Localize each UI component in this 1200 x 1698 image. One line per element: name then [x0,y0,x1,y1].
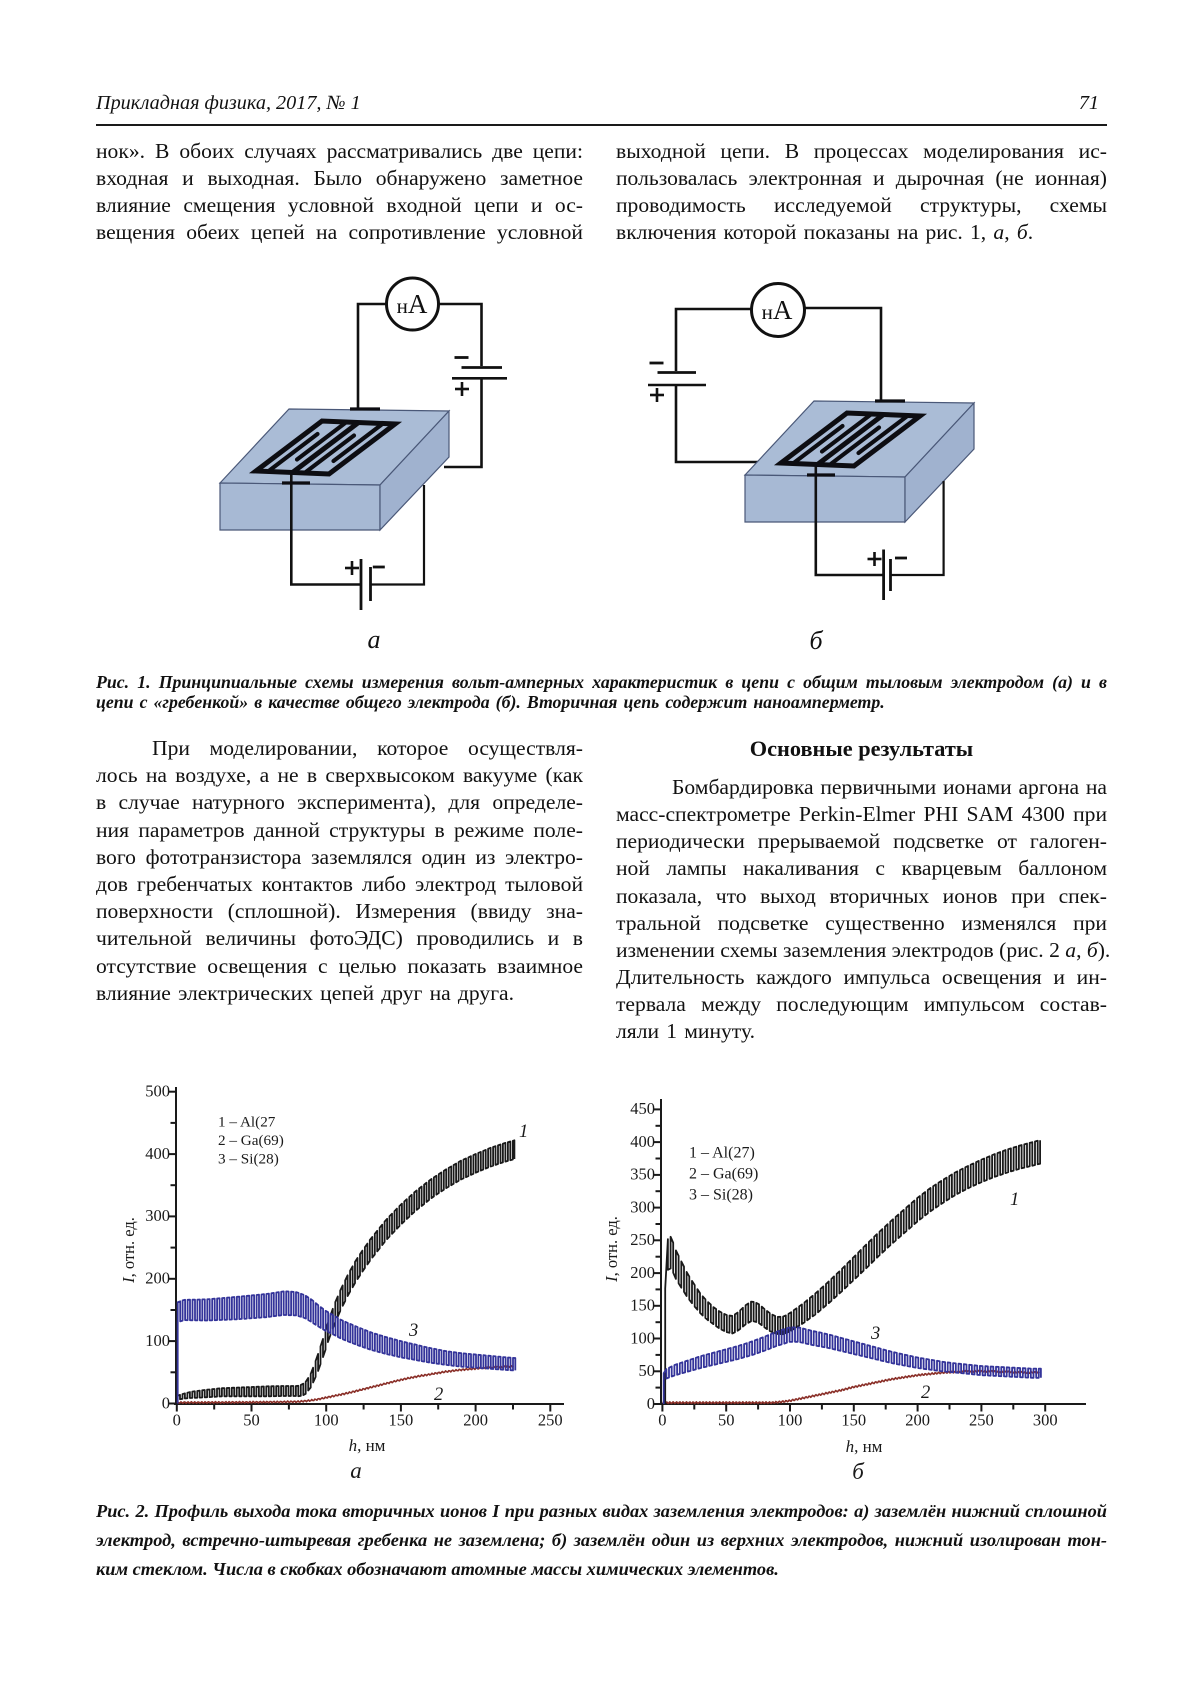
svg-text:1 – Al(27: 1 – Al(27 [218,1114,276,1131]
svg-text:1: 1 [519,1122,528,1142]
svg-text:250: 250 [538,1411,563,1430]
svg-text:нА: нА [397,289,428,319]
svg-text:400: 400 [145,1144,170,1163]
svg-text:0: 0 [647,1394,655,1413]
svg-text:I, отн. ед.: I, отн. ед. [119,1217,138,1284]
svg-text:500: 500 [145,1082,170,1101]
svg-text:150: 150 [389,1411,414,1430]
svg-text:150: 150 [841,1411,866,1430]
svg-text:h, нм: h, нм [846,1437,883,1456]
svg-text:0: 0 [173,1411,181,1430]
svg-text:0: 0 [162,1393,170,1412]
svg-text:200: 200 [463,1411,488,1430]
svg-text:I, отн. ед.: I, отн. ед. [602,1216,621,1283]
svg-text:100: 100 [314,1411,339,1430]
svg-text:3 – Si(28): 3 – Si(28) [218,1150,279,1167]
svg-text:а: а [368,625,381,654]
svg-text:3: 3 [408,1321,418,1341]
svg-text:450: 450 [630,1099,655,1118]
svg-text:200: 200 [145,1269,170,1288]
svg-text:300: 300 [1033,1411,1058,1430]
svg-text:50: 50 [243,1411,260,1430]
svg-text:150: 150 [630,1296,655,1315]
svg-text:2: 2 [434,1385,443,1405]
svg-text:h, нм: h, нм [349,1436,386,1455]
svg-text:200: 200 [630,1263,655,1282]
svg-text:300: 300 [630,1197,655,1216]
svg-text:350: 350 [630,1165,655,1184]
svg-text:б: б [809,626,823,655]
svg-text:250: 250 [969,1411,994,1430]
svg-text:0: 0 [658,1411,666,1430]
svg-text:200: 200 [905,1411,930,1430]
svg-text:100: 100 [630,1328,655,1347]
svg-text:2 – Ga(69): 2 – Ga(69) [689,1166,758,1183]
svg-text:3: 3 [870,1324,880,1344]
svg-text:3 – Si(28): 3 – Si(28) [689,1187,753,1204]
svg-text:100: 100 [145,1331,170,1350]
svg-text:400: 400 [630,1132,655,1151]
svg-text:а: а [350,1458,362,1483]
svg-text:б: б [852,1459,865,1484]
svg-text:2 – Ga(69): 2 – Ga(69) [218,1132,284,1149]
svg-text:1: 1 [1010,1190,1019,1210]
svg-text:50: 50 [718,1411,735,1430]
svg-text:2: 2 [921,1383,930,1403]
svg-text:50: 50 [639,1361,656,1380]
svg-text:нА: нА [762,295,793,325]
svg-text:300: 300 [145,1206,170,1225]
svg-text:250: 250 [630,1230,655,1249]
svg-text:100: 100 [778,1411,803,1430]
svg-text:1 – Al(27): 1 – Al(27) [689,1145,755,1162]
